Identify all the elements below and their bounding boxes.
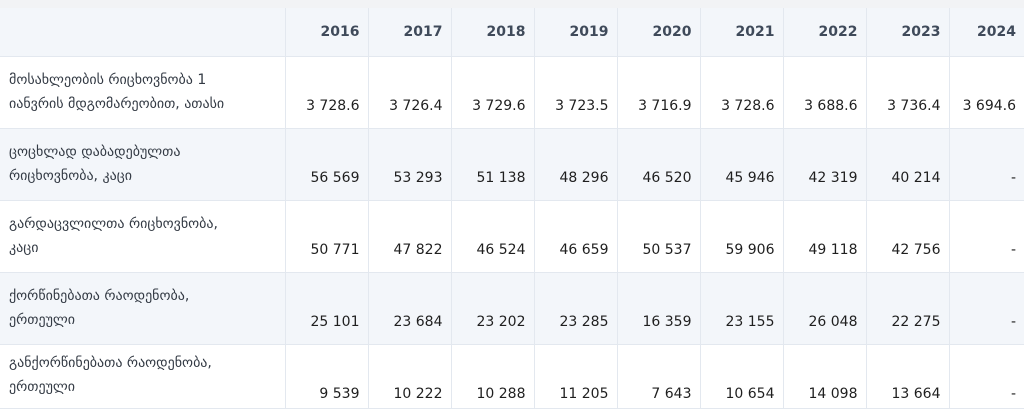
table-cell: 16 359 xyxy=(617,272,701,345)
table-cell: - xyxy=(949,344,1024,409)
table-cell: 3 688.6 xyxy=(783,56,867,129)
header-year-2023: 2023 xyxy=(866,8,950,57)
table-cell: 3 716.9 xyxy=(617,56,701,129)
table-cell: 3 736.4 xyxy=(866,56,950,129)
table-cell: 23 285 xyxy=(534,272,618,345)
table-cell: 23 684 xyxy=(368,272,452,345)
table-cell: 25 101 xyxy=(285,272,369,345)
row-label-line: კაცი xyxy=(9,240,39,256)
header-label-cell xyxy=(0,8,286,57)
table-cell: 3 726.4 xyxy=(368,56,452,129)
row-label-line: გარდაცვლილთა რიცხოვნობა, xyxy=(9,216,218,232)
header-year-2022: 2022 xyxy=(783,8,867,57)
table-cell: 3 723.5 xyxy=(534,56,618,129)
table-cell: 50 537 xyxy=(617,200,701,273)
table-cell: 10 222 xyxy=(368,344,452,409)
table-cell: 14 098 xyxy=(783,344,867,409)
table-row: გარდაცვლილთა რიცხოვნობა, კაცი 50 771 47 8… xyxy=(0,200,1024,273)
table-cell: - xyxy=(949,128,1024,201)
row-label-line: ერთეული xyxy=(9,312,76,328)
table-cell: 49 118 xyxy=(783,200,867,273)
table-cell: - xyxy=(949,200,1024,273)
table-cell: 23 155 xyxy=(700,272,784,345)
table-cell: 13 664 xyxy=(866,344,950,409)
demographics-table: 2016 2017 2018 2019 2020 2021 2022 2023 … xyxy=(0,8,1024,409)
table-cell: 3 728.6 xyxy=(285,56,369,129)
table-cell: 51 138 xyxy=(451,128,535,201)
row-label-line: რიცხოვნობა, კაცი xyxy=(9,168,132,184)
table-cell: 40 214 xyxy=(866,128,950,201)
table-cell: 3 729.6 xyxy=(451,56,535,129)
table-cell: 47 822 xyxy=(368,200,452,273)
table-cell: 3 728.6 xyxy=(700,56,784,129)
row-label-line: მოსახლეობის რიცხოვნობა 1 xyxy=(9,72,207,88)
table-cell: 22 275 xyxy=(866,272,950,345)
table-cell: 3 694.6 xyxy=(949,56,1024,129)
table-cell: 7 643 xyxy=(617,344,701,409)
table-cell: 50 771 xyxy=(285,200,369,273)
row-label-line: განქორწინებათა რაოდენობა, xyxy=(9,354,212,371)
table-cell: - xyxy=(949,272,1024,345)
table-cell: 11 205 xyxy=(534,344,618,409)
header-year-2018: 2018 xyxy=(451,8,535,57)
row-label: მოსახლეობის რიცხოვნობა 1 იანვრის მდგომარე… xyxy=(0,56,286,129)
table-cell: 59 906 xyxy=(700,200,784,273)
table-cell: 42 756 xyxy=(866,200,950,273)
row-label-line: ქორწინებათა რაოდენობა, xyxy=(9,288,190,304)
header-year-2019: 2019 xyxy=(534,8,618,57)
row-label-line: იანვრის მდგომარეობით, ათასი xyxy=(9,96,225,112)
row-label: ქორწინებათა რაოდენობა, ერთეული xyxy=(0,272,286,345)
table-row: განქორწინებათა რაოდენობა, ერთეული 9 539 1… xyxy=(0,344,1024,409)
table-cell: 46 659 xyxy=(534,200,618,273)
table-cell: 10 654 xyxy=(700,344,784,409)
table-cell: 9 539 xyxy=(285,344,369,409)
row-label: განქორწინებათა რაოდენობა, ერთეული xyxy=(0,344,286,409)
row-label: გარდაცვლილთა რიცხოვნობა, კაცი xyxy=(0,200,286,273)
header-year-2017: 2017 xyxy=(368,8,452,57)
row-label-line: ერთეული xyxy=(9,378,76,395)
table-cell: 26 048 xyxy=(783,272,867,345)
table-cell: 42 319 xyxy=(783,128,867,201)
header-year-2020: 2020 xyxy=(617,8,701,57)
table-row: მოსახლეობის რიცხოვნობა 1 იანვრის მდგომარე… xyxy=(0,56,1024,129)
table-row: ცოცხლად დაბადებულთა რიცხოვნობა, კაცი 56 5… xyxy=(0,128,1024,201)
row-label-line: ცოცხლად დაბადებულთა xyxy=(9,144,181,160)
header-year-2021: 2021 xyxy=(700,8,784,57)
table-cell: 10 288 xyxy=(451,344,535,409)
table-cell: 46 524 xyxy=(451,200,535,273)
table-cell: 48 296 xyxy=(534,128,618,201)
table-header-row: 2016 2017 2018 2019 2020 2021 2022 2023 … xyxy=(0,8,1024,57)
table-cell: 46 520 xyxy=(617,128,701,201)
table-cell: 23 202 xyxy=(451,272,535,345)
table-cell: 45 946 xyxy=(700,128,784,201)
header-year-2024: 2024 xyxy=(949,8,1024,57)
top-band xyxy=(0,0,1024,8)
header-year-2016: 2016 xyxy=(285,8,369,57)
table-cell: 53 293 xyxy=(368,128,452,201)
table-row: ქორწინებათა რაოდენობა, ერთეული 25 101 23 … xyxy=(0,272,1024,345)
row-label: ცოცხლად დაბადებულთა რიცხოვნობა, კაცი xyxy=(0,128,286,201)
table-cell: 56 569 xyxy=(285,128,369,201)
